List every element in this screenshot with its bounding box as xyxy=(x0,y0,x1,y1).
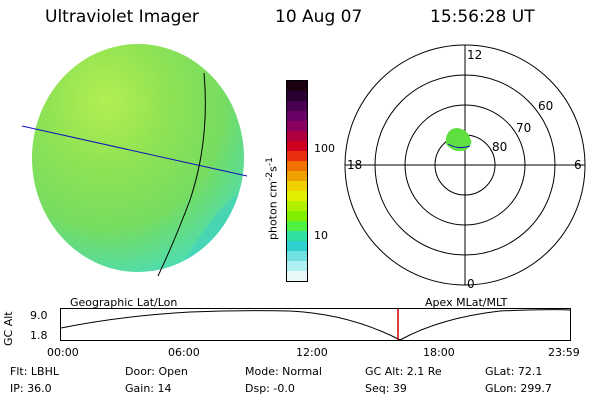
mlat-label-80: 80 xyxy=(492,140,507,154)
x-tick-1800: 18:00 xyxy=(423,346,455,359)
info-mode: Mode: Normal xyxy=(245,365,322,378)
colorbar-segment xyxy=(287,231,307,241)
colorbar-segment xyxy=(287,261,307,271)
colorbar-segment xyxy=(287,271,307,281)
latitude-line xyxy=(21,125,248,177)
colorbar-segment xyxy=(287,251,307,261)
altitude-timeline xyxy=(60,308,571,341)
x-tick-2359: 23:59 xyxy=(548,346,580,359)
geographic-title: Geographic Lat/Lon xyxy=(70,296,178,309)
altitude-curve xyxy=(60,309,571,341)
colorbar-segment xyxy=(287,121,307,131)
info-gain: Gain: 14 xyxy=(125,382,172,395)
info-glon: GLon: 299.7 xyxy=(485,382,552,395)
colorbar-segment xyxy=(287,201,307,211)
mlat-label-60: 60 xyxy=(538,99,553,113)
colorbar-segment xyxy=(287,181,307,191)
info-door: Door: Open xyxy=(125,365,188,378)
date-label: 10 Aug 07 xyxy=(275,7,363,27)
time-label: 15:56:28 UT xyxy=(430,7,535,27)
colorbar-segment xyxy=(287,151,307,161)
longitude-line xyxy=(157,72,206,277)
apex-title: Apex MLat/MLT xyxy=(425,296,508,309)
colorbar-tick-100: 100 xyxy=(314,142,335,155)
aurora-patch xyxy=(446,128,472,152)
polar-track xyxy=(447,143,471,149)
info-ip: IP: 36.0 xyxy=(10,382,52,395)
color-bar xyxy=(286,80,308,282)
colorbar-units: photon cm-2s-1 xyxy=(264,157,280,240)
mlt-label-6: 6 xyxy=(574,158,582,172)
gc-alt-axis-label: GC Alt xyxy=(2,311,15,346)
colorbar-segment xyxy=(287,141,307,151)
colorbar-segment xyxy=(287,211,307,221)
colorbar-segment xyxy=(287,161,307,171)
mlat-label-70: 70 xyxy=(516,121,531,135)
info-dsp: Dsp: -0.0 xyxy=(245,382,295,395)
instrument-title: Ultraviolet Imager xyxy=(45,7,199,27)
colorbar-segment xyxy=(287,81,307,91)
y-tick-9: 9.0 xyxy=(30,309,48,322)
info-flt: Flt: LBHL xyxy=(10,365,59,378)
timeline-frame xyxy=(60,308,571,341)
x-tick-0600: 06:00 xyxy=(168,346,200,359)
colorbar-segment xyxy=(287,191,307,201)
mlt-label-18: 18 xyxy=(347,158,362,172)
colorbar-segment xyxy=(287,91,307,101)
colorbar-segment xyxy=(287,171,307,181)
x-tick-1200: 12:00 xyxy=(296,346,328,359)
y-tick-1-8: 1.8 xyxy=(30,329,48,342)
colorbar-tick-10: 10 xyxy=(314,229,328,242)
info-seq: Seq: 39 xyxy=(365,382,407,395)
mlt-label-12: 12 xyxy=(467,48,482,62)
mlt-label-0: 0 xyxy=(467,277,475,290)
colorbar-segment xyxy=(287,221,307,231)
x-tick-0000: 00:00 xyxy=(47,346,79,359)
colorbar-segment xyxy=(287,131,307,141)
colorbar-segment xyxy=(287,241,307,251)
polar-plot: 12 0 18 6 60 70 80 xyxy=(344,44,586,290)
info-gc-alt: GC Alt: 2.1 Re xyxy=(365,365,442,378)
geographic-image xyxy=(21,44,248,277)
colorbar-segment xyxy=(287,111,307,121)
info-glat: GLat: 72.1 xyxy=(485,365,543,378)
colorbar-segment xyxy=(287,101,307,111)
